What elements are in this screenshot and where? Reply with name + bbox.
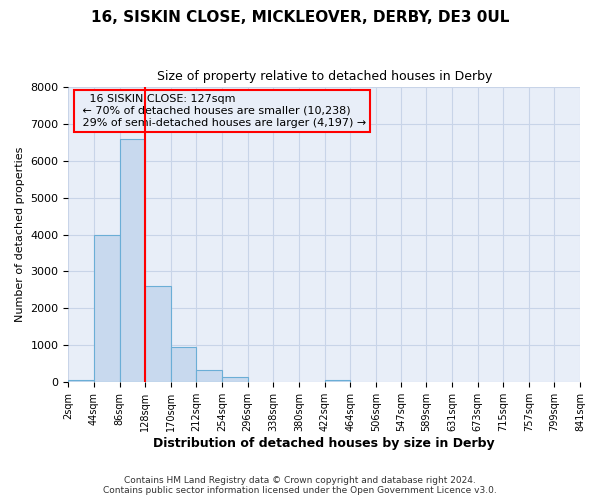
Y-axis label: Number of detached properties: Number of detached properties bbox=[15, 147, 25, 322]
Bar bbox=[68, 380, 94, 382]
Text: 16 SISKIN CLOSE: 127sqm
 ← 70% of detached houses are smaller (10,238)
 29% of s: 16 SISKIN CLOSE: 127sqm ← 70% of detache… bbox=[79, 94, 366, 128]
Bar bbox=[222, 378, 248, 382]
Bar bbox=[325, 380, 350, 382]
X-axis label: Distribution of detached houses by size in Derby: Distribution of detached houses by size … bbox=[154, 437, 495, 450]
Bar bbox=[171, 347, 196, 382]
Bar bbox=[196, 370, 222, 382]
Bar bbox=[119, 138, 145, 382]
Text: Contains HM Land Registry data © Crown copyright and database right 2024.
Contai: Contains HM Land Registry data © Crown c… bbox=[103, 476, 497, 495]
Text: 16, SISKIN CLOSE, MICKLEOVER, DERBY, DE3 0UL: 16, SISKIN CLOSE, MICKLEOVER, DERBY, DE3… bbox=[91, 10, 509, 25]
Title: Size of property relative to detached houses in Derby: Size of property relative to detached ho… bbox=[157, 70, 492, 83]
Bar bbox=[145, 286, 171, 382]
Bar bbox=[94, 234, 119, 382]
